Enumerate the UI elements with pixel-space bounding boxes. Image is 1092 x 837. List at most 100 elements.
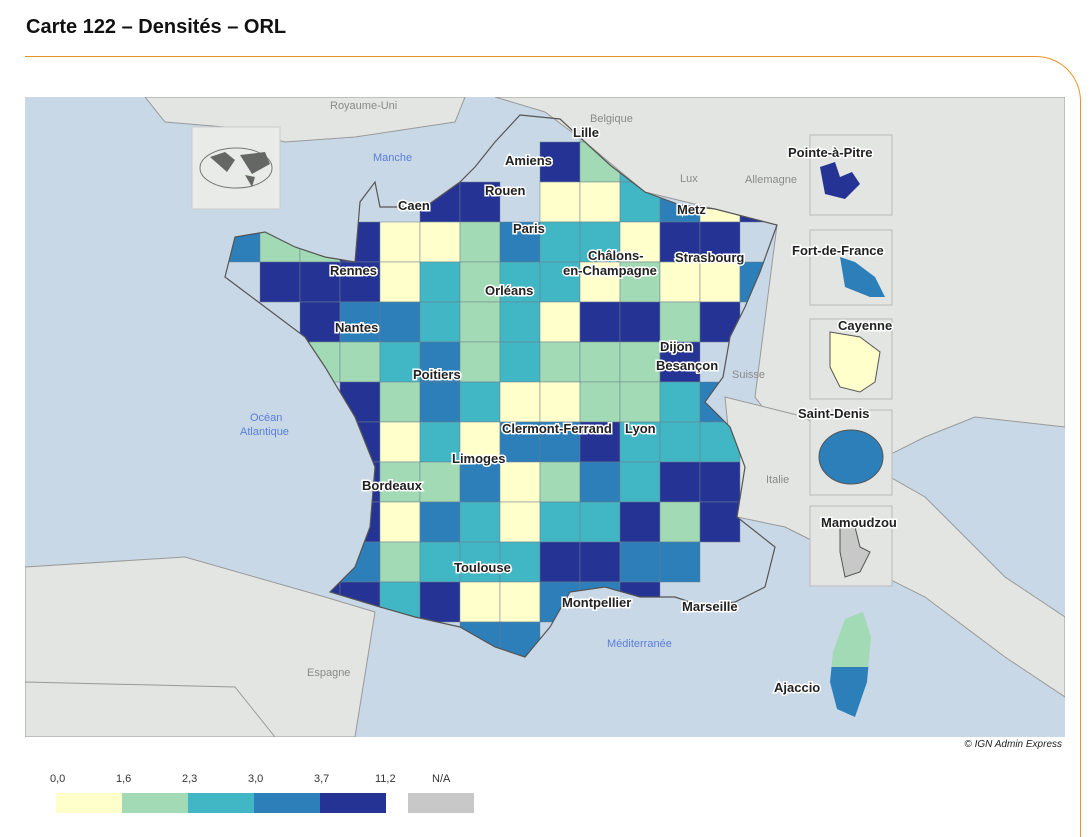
- department[interactable]: [459, 341, 501, 383]
- department[interactable]: [419, 301, 461, 343]
- department[interactable]: [499, 541, 541, 583]
- department[interactable]: [379, 461, 421, 503]
- legend-tick: 11,2: [375, 773, 396, 785]
- department[interactable]: [459, 181, 501, 223]
- city-label: Lyon: [625, 421, 656, 436]
- department[interactable]: [499, 341, 541, 383]
- department[interactable]: [379, 381, 421, 423]
- department[interactable]: [379, 301, 421, 343]
- inset-guyane[interactable]: [809, 318, 893, 400]
- department[interactable]: [419, 221, 461, 263]
- city-label: Lille: [573, 125, 599, 140]
- department[interactable]: [459, 461, 501, 503]
- department[interactable]: [579, 221, 621, 263]
- department[interactable]: [499, 581, 541, 623]
- department[interactable]: [539, 261, 581, 303]
- department[interactable]: [579, 341, 621, 383]
- department[interactable]: [619, 381, 661, 423]
- department[interactable]: [259, 261, 301, 303]
- department[interactable]: [579, 541, 621, 583]
- department[interactable]: [459, 261, 501, 303]
- inset-guadeloupe[interactable]: [809, 134, 893, 216]
- department[interactable]: [379, 541, 421, 583]
- department[interactable]: [579, 501, 621, 543]
- department[interactable]: [579, 421, 621, 463]
- label-switzerland: Suisse: [732, 369, 765, 381]
- department[interactable]: [419, 461, 461, 503]
- department[interactable]: [379, 261, 421, 303]
- department[interactable]: [659, 301, 701, 343]
- department[interactable]: [379, 501, 421, 543]
- department[interactable]: [659, 381, 701, 423]
- department[interactable]: [459, 541, 501, 583]
- department[interactable]: [459, 301, 501, 343]
- department[interactable]: [499, 261, 541, 303]
- legend-swatch-na: [408, 793, 474, 813]
- department[interactable]: [619, 261, 661, 303]
- department[interactable]: [619, 541, 661, 583]
- department[interactable]: [499, 381, 541, 423]
- department[interactable]: [659, 501, 701, 543]
- department[interactable]: [379, 421, 421, 463]
- department[interactable]: [699, 261, 741, 303]
- department[interactable]: [339, 261, 381, 303]
- choropleth-map[interactable]: Royaume-Uni Belgique Lux Allemagne Suiss…: [25, 97, 1065, 737]
- department[interactable]: [619, 461, 661, 503]
- legend-tick: 2,3: [182, 773, 198, 785]
- department[interactable]: [539, 541, 581, 583]
- department[interactable]: [659, 261, 701, 303]
- city-label: Caen: [398, 198, 430, 213]
- department[interactable]: [659, 421, 701, 463]
- department[interactable]: [459, 501, 501, 543]
- department[interactable]: [499, 501, 541, 543]
- department[interactable]: [379, 221, 421, 263]
- department[interactable]: [619, 501, 661, 543]
- department[interactable]: [539, 381, 581, 423]
- department[interactable]: [619, 301, 661, 343]
- inset-martinique[interactable]: [809, 229, 893, 306]
- department[interactable]: [539, 301, 581, 343]
- department[interactable]: [299, 261, 341, 303]
- department[interactable]: [619, 341, 661, 383]
- department[interactable]: [539, 421, 581, 463]
- department[interactable]: [419, 261, 461, 303]
- department[interactable]: [539, 181, 581, 223]
- department[interactable]: [499, 301, 541, 343]
- department[interactable]: [699, 221, 741, 263]
- department[interactable]: [659, 541, 701, 583]
- department[interactable]: [619, 221, 661, 263]
- department[interactable]: [579, 461, 621, 503]
- department[interactable]: [419, 381, 461, 423]
- department[interactable]: [339, 341, 381, 383]
- map-credit: © IGN Admin Express: [964, 739, 1062, 750]
- department[interactable]: [299, 301, 341, 343]
- department[interactable]: [539, 501, 581, 543]
- department[interactable]: [699, 501, 741, 543]
- city-label: Pointe-à-Pitre: [788, 145, 873, 160]
- department[interactable]: [379, 341, 421, 383]
- department[interactable]: [459, 381, 501, 423]
- department[interactable]: [419, 581, 461, 623]
- department[interactable]: [539, 341, 581, 383]
- department[interactable]: [499, 421, 541, 463]
- department[interactable]: [659, 461, 701, 503]
- department[interactable]: [459, 581, 501, 623]
- department[interactable]: [499, 461, 541, 503]
- department[interactable]: [539, 221, 581, 263]
- department[interactable]: [419, 541, 461, 583]
- department[interactable]: [579, 381, 621, 423]
- department[interactable]: [539, 141, 581, 183]
- department[interactable]: [419, 421, 461, 463]
- department[interactable]: [579, 301, 621, 343]
- department[interactable]: [659, 341, 701, 383]
- inset-reunion[interactable]: [809, 409, 893, 496]
- department[interactable]: [539, 461, 581, 503]
- city-label: Bordeaux: [362, 478, 423, 493]
- department[interactable]: [619, 421, 661, 463]
- department[interactable]: [699, 461, 741, 503]
- department[interactable]: [339, 301, 381, 343]
- department[interactable]: [579, 181, 621, 223]
- inset-mayotte[interactable]: [809, 505, 893, 587]
- department[interactable]: [459, 221, 501, 263]
- department[interactable]: [419, 501, 461, 543]
